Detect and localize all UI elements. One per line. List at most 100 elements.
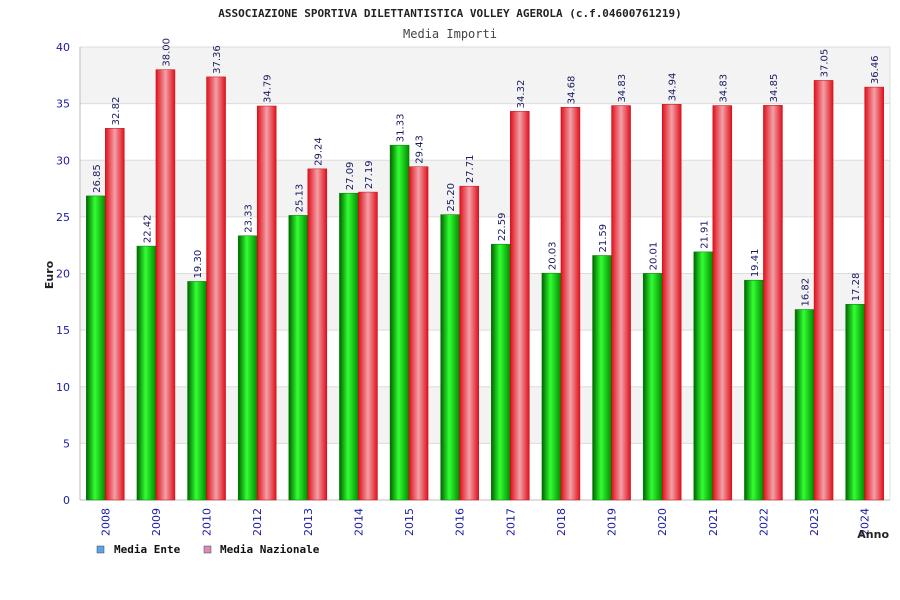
data-label: 23.33: [244, 204, 255, 233]
bar-media-ente-2013: [288, 215, 309, 501]
bar-media-ente-2024: [845, 304, 865, 501]
data-label: 26.85: [92, 164, 103, 193]
bar-media-ente-2014: [339, 192, 359, 501]
bar-media-ente-2020: [642, 273, 663, 501]
data-label: 19.30: [193, 250, 204, 279]
x-tick-label: 2017: [504, 508, 517, 536]
data-label: 34.83: [718, 74, 729, 103]
bar-media-nazionale-2018: [560, 106, 581, 501]
data-label: 20.01: [649, 242, 660, 271]
data-label: 38.00: [161, 38, 172, 67]
data-label: 34.79: [263, 74, 274, 103]
bar-media-ente-2009: [136, 245, 157, 501]
data-label: 16.82: [801, 278, 812, 307]
x-tick-label: 2024: [859, 508, 872, 536]
x-tick-label: 2014: [352, 508, 365, 536]
bar-media-nazionale-2008: [105, 128, 125, 501]
x-tick-label: 2021: [707, 508, 720, 536]
data-label: 25.20: [446, 183, 457, 212]
data-label: 34.94: [668, 73, 679, 102]
y-tick-label: 25: [56, 211, 70, 224]
y-tick-label: 15: [56, 324, 70, 337]
chart-title: ASSOCIAZIONE SPORTIVA DILETTANTISTICA VO…: [218, 7, 682, 20]
bar-media-nazionale-2021: [712, 105, 733, 501]
x-tick-label: 2023: [808, 508, 821, 536]
bar-media-ente-2010: [187, 281, 207, 501]
bar-media-ente-2022: [744, 279, 764, 501]
bar-media-nazionale-2012: [256, 105, 277, 501]
data-label: 34.83: [617, 74, 628, 103]
x-tick-label: 2018: [555, 508, 568, 536]
data-label: 19.41: [750, 249, 761, 278]
bar-media-nazionale-2016: [459, 185, 479, 501]
bar-media-nazionale-2010: [206, 76, 226, 501]
y-axis-label: Euro: [43, 260, 56, 289]
data-label: 29.24: [313, 137, 324, 166]
x-tick-label: 2009: [150, 508, 163, 536]
y-tick-label: 0: [63, 494, 70, 507]
legend-swatch-media-ente: [96, 545, 105, 554]
data-label: 34.85: [769, 74, 780, 103]
data-label: 21.91: [699, 220, 710, 249]
legend-swatch-media-nazionale: [203, 545, 212, 554]
data-label: 37.05: [820, 49, 831, 78]
bar-media-nazionale-2022: [763, 105, 783, 501]
x-tick-label: 2020: [656, 508, 669, 536]
x-tick-label: 2019: [606, 508, 619, 536]
y-axis-ticks: 0 5 10 15 20 25 30 35 40: [56, 41, 70, 507]
bar-media-ente-2018: [541, 272, 562, 501]
bar-media-nazionale-2020: [661, 104, 682, 501]
bar-media-ente-2017: [491, 243, 511, 501]
chart-subtitle: Media Importi: [403, 27, 497, 41]
bar-media-nazionale-2024: [864, 86, 884, 501]
bar-media-ente-2023: [794, 309, 815, 501]
data-label: 27.19: [364, 160, 375, 189]
y-tick-label: 10: [56, 381, 70, 394]
x-tick-label: 2016: [454, 508, 467, 536]
bar-media-ente-2008: [86, 195, 106, 501]
y-tick-label: 35: [56, 98, 70, 111]
data-label: 22.42: [142, 214, 153, 243]
legend-label-media-ente: Media Ente: [114, 543, 181, 556]
data-label: 21.59: [598, 224, 609, 253]
data-label: 29.43: [415, 135, 426, 164]
data-label: 27.71: [465, 155, 476, 184]
data-label: 20.03: [547, 242, 558, 271]
data-label: 22.59: [497, 213, 508, 242]
y-tick-label: 40: [56, 41, 70, 54]
x-tick-label: 2008: [99, 508, 112, 536]
y-tick-label: 30: [56, 154, 70, 167]
bar-media-nazionale-2023: [813, 80, 834, 501]
bar-media-nazionale-2019: [611, 105, 631, 501]
bar-media-ente-2019: [592, 255, 612, 501]
bar-media-ente-2012: [237, 235, 258, 501]
bar-media-ente-2021: [693, 251, 714, 501]
data-label: 34.68: [566, 76, 577, 105]
x-tick-label: 2015: [403, 508, 416, 536]
x-tick-label: 2022: [757, 508, 770, 536]
bar-media-nazionale-2015: [408, 166, 429, 501]
x-tick-label: 2010: [201, 508, 214, 536]
bar-media-ente-2016: [440, 214, 460, 501]
bar-media-nazionale-2017: [510, 111, 530, 501]
legend-label-media-nazionale: Media Nazionale: [220, 543, 320, 556]
data-label: 25.13: [294, 184, 305, 213]
data-label: 17.28: [851, 273, 862, 302]
x-tick-label: 2012: [251, 508, 264, 536]
data-label: 27.09: [345, 162, 356, 191]
x-tick-label: 2013: [302, 508, 315, 536]
bar-media-nazionale-2013: [307, 168, 328, 501]
x-axis-label: Anno: [857, 528, 889, 541]
x-axis-ticks: 2008 2009 2010 2012 2013 2014 2015 2016 2017 2018…: [99, 508, 871, 536]
bar-media-ente-2015: [389, 144, 410, 501]
bar-media-nazionale-2014: [358, 191, 378, 501]
data-label: 32.82: [111, 97, 122, 126]
y-tick-label: 20: [56, 268, 70, 281]
legend: Media Ente Media Nazionale: [96, 543, 320, 556]
data-label: 34.32: [516, 80, 527, 109]
bars: 26.85 32.82 22.42 38.00 19.30 37.36 23.33 34.79…: [86, 38, 884, 501]
y-tick-label: 5: [63, 437, 70, 450]
data-label: 31.33: [396, 114, 407, 143]
data-label: 37.36: [212, 45, 223, 74]
